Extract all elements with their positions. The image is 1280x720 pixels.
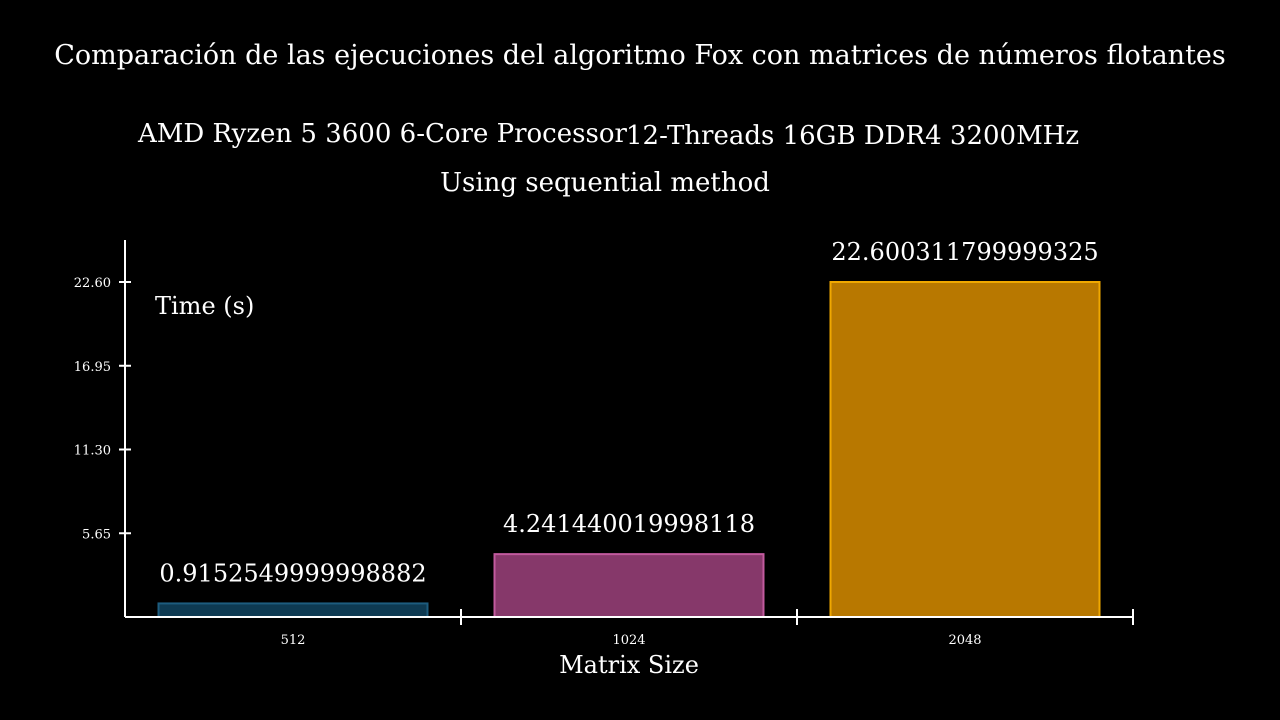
bar-2048: [829, 281, 1101, 618]
chart-title: Comparación de las ejecuciones del algor…: [54, 40, 1226, 71]
x-axis-label: Matrix Size: [559, 651, 699, 679]
y-tick-label: 5.65: [82, 527, 111, 542]
y-ticks-group: 5.65 11.30 16.95 22.60: [74, 276, 131, 542]
value-label-1024: 4.241440019998118: [503, 510, 755, 538]
bars-group: [157, 281, 1101, 618]
bar-1024: [493, 553, 765, 618]
y-tick-label: 11.30: [74, 444, 111, 459]
subtitle-cpu: AMD Ryzen 5 3600 6-Core Processor: [138, 119, 627, 149]
value-labels-group: 0.9152549999998882 4.241440019998118 22.60…: [159, 238, 1098, 587]
x-tick-label-2048: 2048: [948, 633, 981, 648]
x-tick-label-1024: 1024: [612, 633, 645, 648]
x-ticks-group: 512 1024 2048: [281, 609, 1134, 648]
value-label-2048: 22.600311799999325: [831, 238, 1098, 266]
value-label-512: 0.9152549999998882: [159, 559, 426, 587]
y-axis-label: Time (s): [155, 292, 254, 320]
x-tick-label-512: 512: [281, 633, 306, 648]
bar-512: [157, 602, 429, 618]
subtitle-memory: 12-Threads 16GB DDR4 3200MHz: [626, 121, 1080, 151]
y-tick-label: 16.95: [74, 360, 111, 375]
y-tick-label: 22.60: [74, 276, 111, 291]
subtitle-method: Using sequential method: [440, 168, 770, 198]
